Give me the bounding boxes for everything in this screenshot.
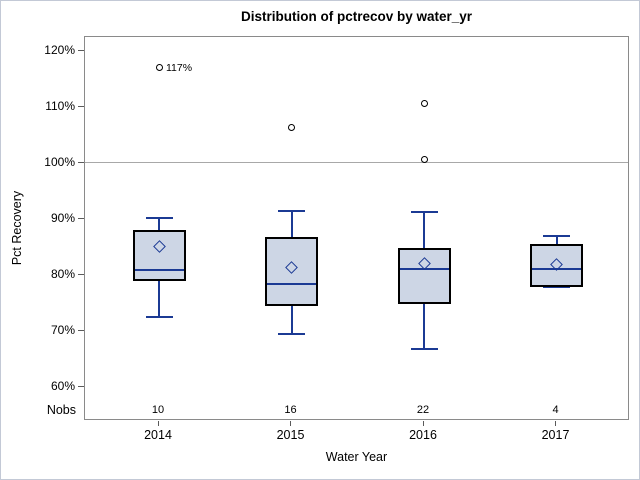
lower-whisker-line: [290, 305, 293, 335]
upper-whisker-cap: [278, 210, 305, 213]
upper-whisker-line: [423, 211, 425, 250]
chart-title: Distribution of pctrecov by water_yr: [240, 9, 473, 24]
y-tick-label: 80%: [50, 266, 75, 281]
iqr-box: [265, 236, 318, 307]
outlier-label: 117%: [166, 61, 193, 74]
upper-whisker-line: [290, 211, 293, 238]
nobs-row-label: Nobs: [46, 403, 76, 417]
y-tick-label: 90%: [50, 210, 75, 225]
y-tick-mark: [78, 105, 84, 107]
y-tick-label: 60%: [50, 378, 75, 393]
median-line: [134, 269, 184, 272]
iqr-box: [397, 248, 451, 304]
outlier-marker: [155, 64, 163, 72]
y-tick-mark: [78, 329, 84, 331]
y-tick-mark: [78, 273, 84, 275]
x-tick-label: 2017: [541, 428, 570, 442]
iqr-box: [530, 243, 583, 288]
nobs-value: 10: [151, 404, 165, 416]
plot-area: 117%: [84, 36, 629, 420]
lower-whisker-line: [158, 279, 160, 318]
nobs-value: 22: [416, 404, 430, 416]
median-line: [532, 267, 581, 270]
x-tick-label: 2016: [409, 428, 437, 442]
x-axis-title: Water Year: [325, 450, 388, 464]
lower-whisker-cap: [410, 347, 438, 350]
iqr-box: [132, 229, 186, 281]
outlier-marker: [288, 123, 295, 131]
x-tick-mark: [422, 421, 424, 426]
nobs-value: 16: [284, 404, 297, 416]
x-tick-mark: [290, 421, 291, 426]
upper-whisker-cap: [543, 235, 570, 238]
lower-whisker-line: [423, 302, 425, 349]
x-tick-label: 2014: [144, 428, 172, 442]
lower-whisker-cap: [145, 316, 173, 319]
y-tick-mark: [78, 385, 84, 387]
x-tick-mark: [157, 421, 159, 426]
outlier-marker: [420, 99, 428, 107]
y-tick-mark: [78, 161, 84, 163]
lower-whisker-cap: [278, 333, 305, 336]
y-tick-label: 110%: [45, 98, 75, 113]
lower-whisker-cap: [543, 286, 570, 289]
x-tick-mark: [555, 421, 556, 426]
upper-whisker-cap: [145, 217, 173, 220]
y-tick-mark: [78, 217, 84, 219]
y-tick-label: 120%: [44, 42, 75, 57]
median-line: [399, 268, 449, 271]
x-tick-label: 2015: [276, 428, 305, 442]
upper-whisker-cap: [410, 210, 438, 213]
upper-whisker-line: [555, 236, 558, 245]
y-tick-label: 70%: [50, 322, 75, 337]
reference-line-100: [85, 161, 628, 163]
median-line: [267, 282, 316, 285]
upper-whisker-line: [158, 218, 160, 231]
outlier-marker: [420, 156, 428, 164]
y-tick-label: 100%: [44, 154, 75, 169]
y-tick-mark: [78, 49, 84, 51]
nobs-value: 4: [552, 404, 559, 416]
y-axis-title: Pct Recovery: [10, 190, 24, 266]
